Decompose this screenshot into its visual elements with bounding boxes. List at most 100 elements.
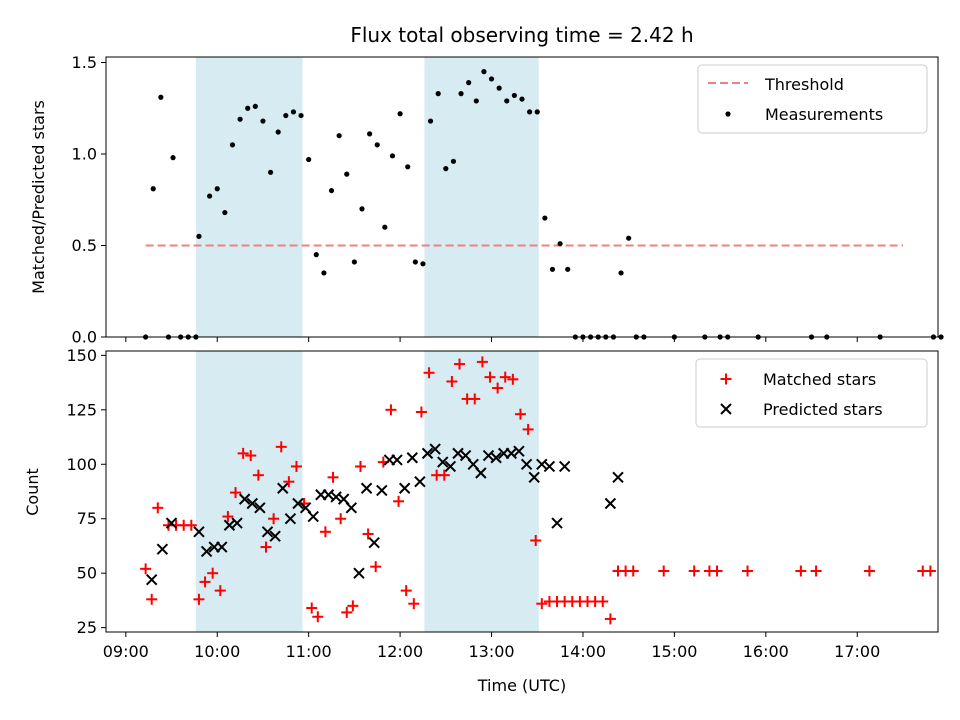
predicted-legend-label: Predicted stars [763,400,883,419]
observing-window-1 [195,57,303,337]
measurement-point [504,98,510,104]
matched-star-point [207,567,219,579]
measurement-point [427,118,434,124]
measurement-point [534,109,540,115]
measurement-point [150,186,156,192]
measurement-point [196,233,202,239]
x-tick-label: 10:00 [194,642,240,661]
matched-star-point [627,565,639,577]
predicted-star-point [269,530,281,542]
x-tick-label: 17:00 [834,642,880,661]
count-y-tick-label: 125 [66,400,97,419]
matched-star-point [400,585,412,597]
x-tick-label: 16:00 [743,642,789,661]
predicted-star-point [360,482,373,494]
matched-star-point [604,613,616,625]
predicted-star-point [414,475,426,488]
measurement-point [435,91,441,97]
count-legend: Matched stars Predicted stars [695,358,928,428]
measurement-point [344,171,350,177]
predicted-star-point [353,567,365,579]
predicted-star-point [277,482,289,494]
predicted-star-point [421,447,434,460]
predicted-star-point [231,517,243,529]
x-tick-label: 13:00 [468,642,514,661]
predicted-star-point [165,517,178,529]
measurement-point [275,129,281,135]
matched-star-point [237,447,249,459]
matched-star-point [152,502,164,514]
count-y-tick-label: 75 [77,509,97,528]
matched-star-point [327,471,339,483]
matched-star-point [514,408,526,420]
measurement-point [207,193,213,199]
ratio-panel-frame [105,56,939,338]
matched-star-point [711,565,723,577]
measurement-point [267,169,274,175]
measurement-point [229,142,236,148]
matched-star-point [536,598,548,610]
predicted-star-point [254,502,266,514]
measurement-point [481,69,487,75]
x-axis-label: Time (UTC) [477,676,566,695]
ratio-y-axis-label: Matched/Predicted stars [29,100,48,294]
measurement-point [565,266,571,272]
matched-legend-swatch [720,373,732,385]
measurement-point [158,94,164,100]
predicted-star-point [307,510,319,523]
matched-star-point [230,487,242,499]
predicted-star-point [391,454,403,466]
measurement-legend-label: Measurements [765,105,883,124]
predicted-star-point [543,460,556,473]
matched-star-point [275,441,287,453]
observing-window-2 [424,351,539,632]
matched-star-point [214,585,226,597]
predicted-star-point [146,574,158,586]
matched-star-point [347,600,359,612]
measurement-point [290,109,297,115]
measurement-point [527,109,533,115]
matched-star-point [507,373,519,385]
matched-star-point [146,593,158,605]
predicted-star-point [246,497,258,510]
measurement-point [466,80,472,86]
count-y-tick-label: 150 [66,346,97,365]
x-tick-label: 14:00 [560,642,606,661]
predicted-star-point [490,452,502,464]
predicted-star-point [156,543,169,555]
matched-star-point [795,565,807,577]
measurement-point [367,131,373,137]
measurement-point [542,215,548,221]
predicted-star-point [376,484,388,497]
measurement-point [618,270,624,276]
matched-star-point [446,375,458,387]
measurement-point [359,206,365,212]
predicted-star-point [398,482,411,494]
measurement-point [170,155,176,161]
measurement-point [458,91,464,97]
matched-star-point [408,598,420,610]
predicted-star-point [406,452,418,464]
measurement-point [519,96,525,102]
measurement-point [473,98,479,104]
predicted-star-point [612,471,624,484]
matched-star-point [319,526,331,538]
matched-star-point [362,528,374,540]
measurement-point [420,261,426,267]
measurement-point [313,252,319,258]
measurement-point [321,270,327,276]
count-y-tick-label: 100 [66,455,97,474]
matched-star-point [185,519,197,531]
measurement-point [374,142,380,148]
predicted-star-point [292,497,304,510]
count-y-tick-label: 50 [77,564,97,583]
matched-star-point [193,593,205,605]
matched-star-point [742,565,754,577]
matched-star-point [290,460,302,472]
matched-star-point [222,511,234,523]
matched-star-point [499,371,511,383]
predicted-star-point [284,513,297,525]
measurement-point [306,156,312,163]
measurement-point [336,133,342,139]
ratio-y-tick-label: 0.5 [72,236,97,255]
